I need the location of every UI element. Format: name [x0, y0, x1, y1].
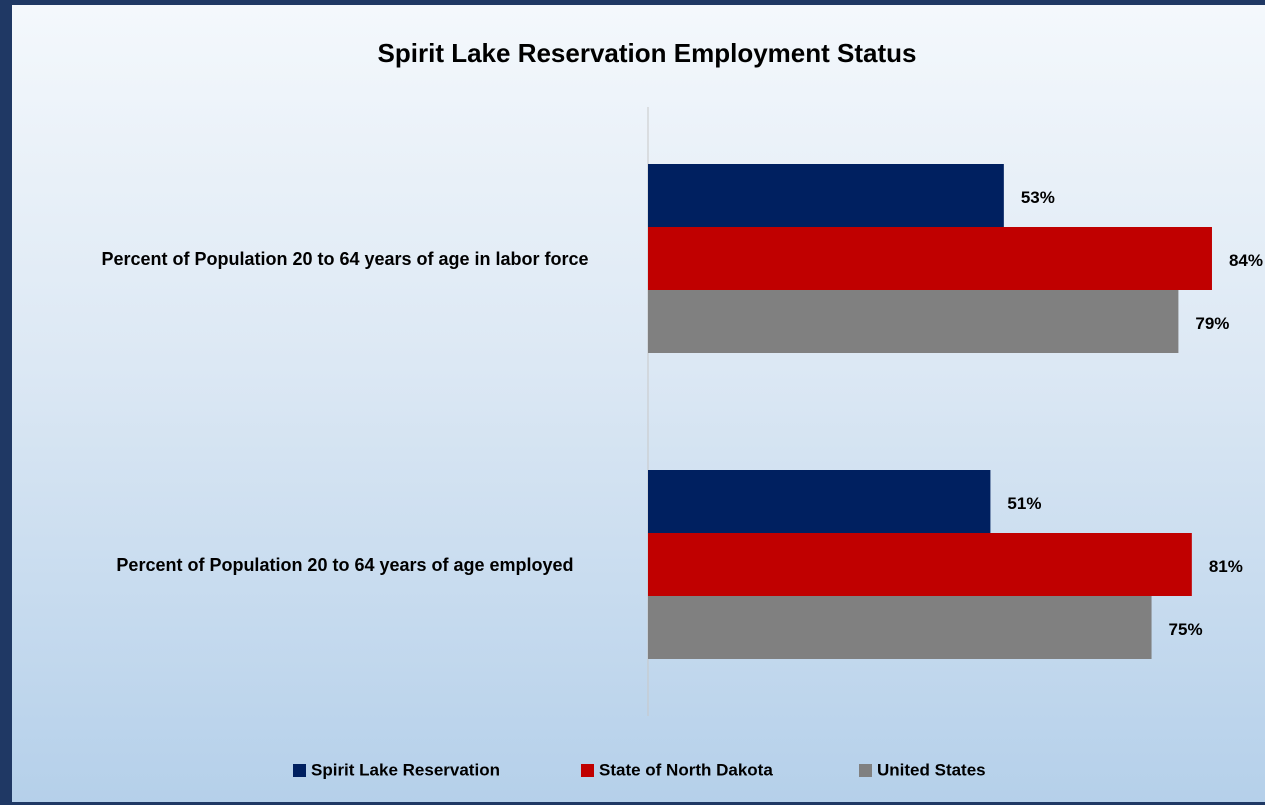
- data-label: 79%: [1195, 314, 1229, 333]
- bar: [648, 533, 1192, 596]
- bar: [648, 164, 1004, 227]
- legend-swatch: [293, 764, 306, 777]
- data-label: 75%: [1169, 620, 1203, 639]
- legend-swatch: [581, 764, 594, 777]
- bar: [648, 470, 991, 533]
- legend-swatch: [859, 764, 872, 777]
- legend-label: State of North Dakota: [599, 760, 773, 779]
- bar: [648, 596, 1152, 659]
- bar: [648, 290, 1179, 353]
- data-label: 53%: [1021, 188, 1055, 207]
- data-label: 84%: [1229, 251, 1263, 270]
- data-label: 81%: [1209, 557, 1243, 576]
- bar: [648, 227, 1212, 290]
- category-label: Percent of Population 20 to 64 years of …: [101, 248, 589, 269]
- data-label: 51%: [1007, 494, 1041, 513]
- chart-title: Spirit Lake Reservation Employment Statu…: [378, 38, 917, 68]
- category-label: Percent of Population 20 to 64 years of …: [116, 554, 574, 575]
- legend-label: Spirit Lake Reservation: [311, 760, 500, 779]
- legend-label: United States: [877, 760, 986, 779]
